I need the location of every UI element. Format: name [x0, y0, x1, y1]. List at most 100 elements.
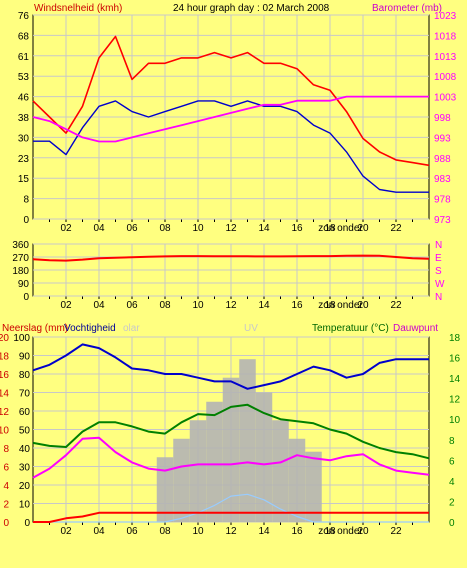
wind-y-tick-label: 61	[18, 52, 30, 63]
solar-label: olar	[123, 323, 140, 334]
humidity-y-tick-label: 80	[19, 370, 31, 381]
baro-y2-tick-label: 1023	[434, 11, 457, 22]
direction-x-tick-label: 04	[93, 300, 105, 311]
humidity-y-tick-label: 50	[19, 426, 31, 437]
wind-y-tick-label: 38	[18, 113, 30, 124]
rain-y-tick-label: 12	[0, 407, 9, 418]
wind-x-tick-label: 04	[93, 223, 105, 234]
solar-bar	[272, 420, 289, 522]
humidity-y-tick-label: 70	[19, 389, 31, 400]
temperature-y2-tick-label: 6	[449, 456, 455, 467]
direction-y-tick-label: 90	[18, 279, 30, 290]
baro-y2-tick-label: 1013	[434, 52, 457, 63]
wind-y-tick-label: 76	[18, 11, 30, 22]
direction-y-tick-label: 0	[23, 292, 29, 303]
rain-y-tick-label: 10	[0, 426, 9, 437]
temperature-y2-tick-label: 12	[449, 395, 461, 406]
climate-x-tick-label: 08	[159, 526, 171, 537]
direction-sunset-label: zon onder	[318, 300, 363, 311]
wind-x-tick-label: 22	[390, 223, 402, 234]
wind-y-tick-label: 68	[18, 31, 30, 42]
direction-x-tick-label: 22	[390, 300, 402, 311]
wind-sunset-label: zon onder	[318, 223, 363, 234]
compass-y2-tick-label: E	[435, 253, 442, 264]
solar-bar	[223, 378, 240, 522]
temperature-y2-tick-label: 10	[449, 415, 461, 426]
solar-bar	[190, 420, 207, 522]
baro-y2-tick-label: 973	[434, 215, 451, 226]
rain-y-tick-label: 4	[3, 481, 9, 492]
barometer-axis-title: Barometer (mb)	[372, 3, 442, 14]
direction-y-tick-label: 360	[12, 240, 29, 251]
wind-x-tick-label: 06	[126, 223, 138, 234]
baro-y2-tick-label: 978	[434, 195, 451, 206]
rain-y-tick-label: 14	[0, 389, 9, 400]
humidity-y-tick-label: 90	[19, 352, 31, 363]
baro-y2-tick-label: 998	[434, 113, 451, 124]
climate-x-tick-label: 14	[258, 526, 270, 537]
baro-y2-tick-label: 988	[434, 154, 451, 165]
wind-y-tick-label: 0	[23, 215, 29, 226]
solar-bar	[305, 452, 322, 522]
temperature-y2-tick-label: 18	[449, 333, 461, 344]
rain-y-tick-label: 20	[0, 333, 9, 344]
climate-x-tick-label: 22	[390, 526, 402, 537]
temperature-y2-tick-label: 16	[449, 354, 461, 365]
solar-bar	[239, 359, 256, 522]
climate-x-tick-label: 16	[291, 526, 303, 537]
dewpoint-label: Dauwpunt	[393, 323, 438, 334]
temperature-y2-tick-label: 0	[449, 518, 455, 529]
climate-x-tick-label: 12	[225, 526, 237, 537]
wind-y-tick-label: 23	[18, 154, 30, 165]
baro-y2-tick-label: 1018	[434, 31, 457, 42]
humidity-y-tick-label: 0	[24, 518, 30, 529]
climate-x-tick-label: 04	[93, 526, 105, 537]
baro-y2-tick-label: 1003	[434, 93, 457, 104]
solar-bar	[173, 439, 190, 522]
climate-x-tick-label: 02	[60, 526, 72, 537]
wind-y-tick-label: 46	[18, 93, 30, 104]
direction-x-tick-label: 12	[225, 300, 237, 311]
chart-title: 24 hour graph day : 02 March 2008	[173, 3, 330, 14]
compass-y2-tick-label: N	[435, 240, 442, 251]
temperature-y2-tick-label: 8	[449, 436, 455, 447]
wind-x-tick-label: 12	[225, 223, 237, 234]
wind-y-tick-label: 8	[23, 195, 29, 206]
baro-y2-tick-label: 1008	[434, 72, 457, 83]
climate-sunset-label: zon onder	[318, 526, 363, 537]
wind-x-tick-label: 10	[192, 223, 204, 234]
climate-x-tick-label: 10	[192, 526, 204, 537]
direction-x-tick-label: 10	[192, 300, 204, 311]
humidity-y-tick-label: 20	[19, 481, 31, 492]
rain-y-tick-label: 2	[3, 500, 9, 511]
wind-y-tick-label: 15	[18, 174, 30, 185]
direction-x-tick-label: 06	[126, 300, 138, 311]
solar-bar	[289, 439, 306, 522]
climate-x-tick-label: 06	[126, 526, 138, 537]
wind-x-tick-label: 16	[291, 223, 303, 234]
rain-y-tick-label: 6	[3, 463, 9, 474]
direction-x-tick-label: 16	[291, 300, 303, 311]
compass-y2-tick-label: N	[435, 292, 442, 303]
wind-axis-title: Windsnelheid (kmh)	[34, 3, 122, 14]
rain-y-tick-label: 18	[0, 352, 9, 363]
wind-y-tick-label: 30	[18, 133, 30, 144]
compass-y2-tick-label: S	[435, 266, 442, 277]
humidity-y-tick-label: 100	[13, 333, 30, 344]
direction-x-tick-label: 14	[258, 300, 270, 311]
humidity-y-tick-label: 40	[19, 444, 31, 455]
humidity-y-tick-label: 30	[19, 463, 31, 474]
wind-x-tick-label: 14	[258, 223, 270, 234]
direction-y-tick-label: 180	[12, 266, 29, 277]
rain-y-tick-label: 0	[3, 518, 9, 529]
wind-x-tick-label: 08	[159, 223, 171, 234]
wind-y-tick-label: 53	[18, 72, 30, 83]
baro-y2-tick-label: 983	[434, 174, 451, 185]
direction-x-tick-label: 08	[159, 300, 171, 311]
wind-x-tick-label: 02	[60, 223, 72, 234]
direction-y-tick-label: 270	[12, 253, 29, 264]
temperature-y2-tick-label: 14	[449, 374, 461, 385]
